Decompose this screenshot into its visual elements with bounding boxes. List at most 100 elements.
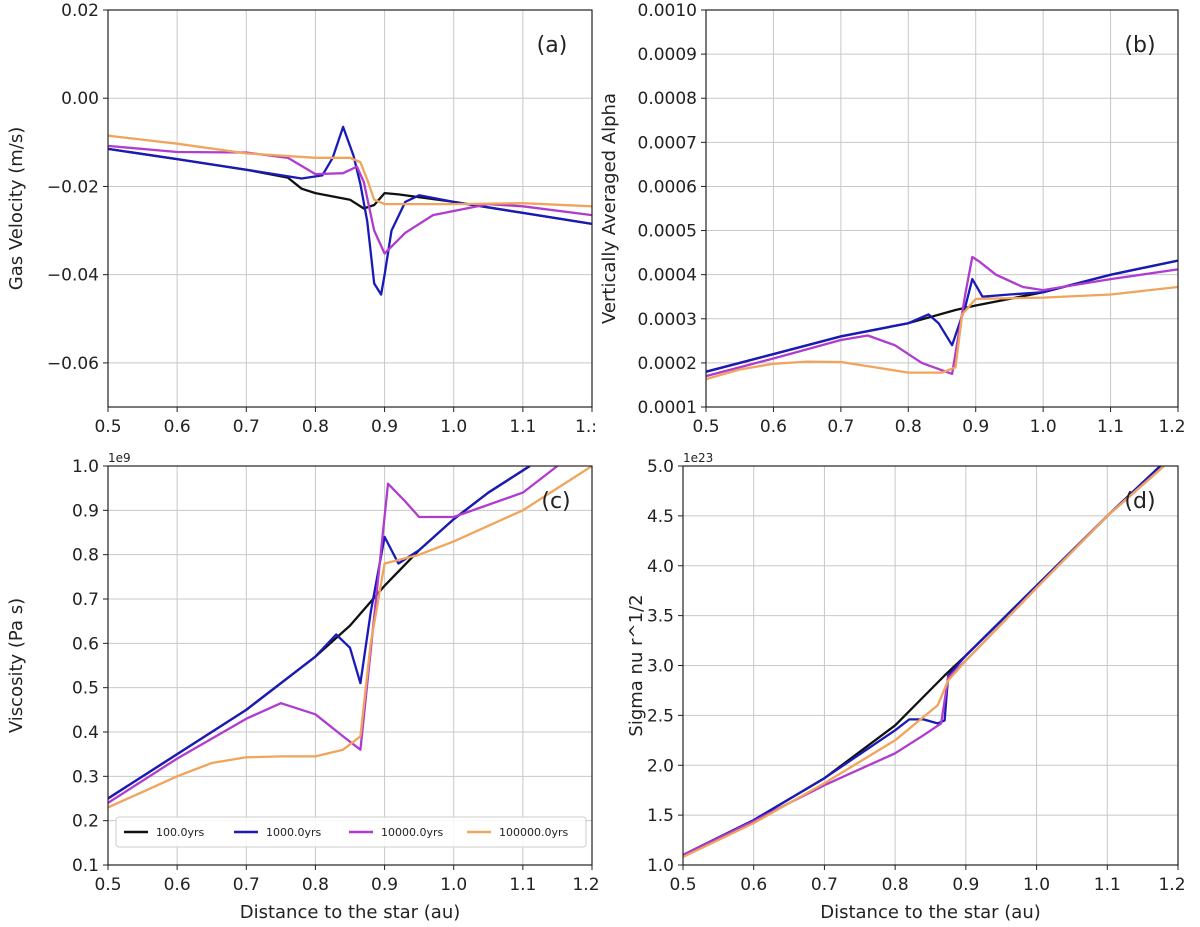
- y-tick-label: 3.0: [647, 657, 674, 677]
- x-tick-label: 0.6: [164, 417, 191, 437]
- series-line-100000-0yrs: [108, 134, 592, 208]
- x-tick-label: 1.0: [1030, 417, 1057, 437]
- x-tick-label: 1.:: [575, 417, 597, 437]
- y-tick-label: 0.8: [72, 546, 99, 566]
- x-tick-label: 0.9: [952, 875, 979, 895]
- y-axis-label: Vertically Averaged Alpha: [599, 93, 620, 324]
- panel-d: 0.5 0.6 0.7 0.8 0.9 1.0 1.1 1.2 1.0 1.5 2.0 2.5 3.0 3…: [626, 451, 1186, 923]
- y-tick-label: 0.0008: [638, 89, 697, 109]
- legend-item: 10000.0yrs: [349, 826, 444, 839]
- x-tick-label: 0.7: [811, 875, 838, 895]
- y-tick-label: 0.7: [72, 590, 99, 610]
- y-tick-label: 4.0: [647, 557, 674, 577]
- series-line-1000-0yrs: [706, 259, 1178, 373]
- y-tick-label: 0.5: [72, 679, 99, 699]
- panel-c: 0.5 0.6 0.7 0.8 0.9 1.0 1.1 1.2 0.1 0.2 0.3 0.4 0.5 0…: [6, 451, 600, 923]
- series-line-100-0yrs: [706, 259, 1178, 373]
- axis-multiplier: 1e9: [108, 451, 131, 465]
- axes-frame: [705, 9, 1179, 408]
- y-tick-label: 0.1: [72, 856, 99, 876]
- x-tick-label: 0.6: [740, 875, 767, 895]
- x-tick-label: 0.8: [882, 875, 909, 895]
- x-tick-label: 1.1: [509, 875, 536, 895]
- y-tick-label: 1.0: [72, 457, 99, 477]
- series-line-10000-0yrs: [683, 466, 1165, 857]
- x-tick-label: 0.7: [827, 417, 854, 437]
- axis-multiplier: 1e23: [683, 451, 713, 465]
- y-tick-label: 0.3: [72, 767, 99, 787]
- y-axis-label: Gas Velocity (m/s): [6, 127, 27, 290]
- panel-a: 0.5 0.6 0.7 0.8 0.9 1.0 1.1 1.: −0.06 −0.04 −0.02 0…: [6, 1, 597, 437]
- y-tick-label: 0.0003: [638, 310, 697, 330]
- series-line-100000-0yrs: [706, 285, 1178, 381]
- x-tick-label: 0.6: [164, 875, 191, 895]
- x-tick-label: 0.7: [233, 417, 260, 437]
- series-line-1000-0yrs: [683, 466, 1162, 857]
- x-axis-label: Distance to the star (au): [240, 902, 461, 923]
- y-tick-label: 1.5: [647, 806, 674, 826]
- x-tick-label: 0.9: [371, 875, 398, 895]
- x-tick-label: 0.5: [692, 417, 719, 437]
- x-tick-label: 1.1: [1097, 417, 1124, 437]
- legend-item: 100.0yrs: [124, 826, 205, 839]
- series-line-100-0yrs: [683, 466, 1162, 857]
- x-tick-label: 1.0: [1023, 875, 1050, 895]
- y-tick-label: 2.5: [647, 706, 674, 726]
- legend-label: 100.0yrs: [156, 826, 205, 839]
- series-line-1000-0yrs: [108, 466, 531, 800]
- x-tick-label: 0.8: [302, 875, 329, 895]
- y-axis-label: Sigma nu r^1/2: [626, 594, 647, 736]
- y-tick-label: 4.5: [647, 507, 674, 527]
- y-tick-label: −0.02: [47, 177, 99, 197]
- x-tick-label: 0.7: [233, 875, 260, 895]
- x-tick-label: 0.5: [669, 875, 696, 895]
- y-tick-label: 3.5: [647, 607, 674, 627]
- legend-label: 10000.0yrs: [381, 826, 444, 839]
- x-tick-label: 1.0: [440, 875, 467, 895]
- y-tick-label: 0.0002: [638, 354, 697, 374]
- x-axis-label: Distance to the star (au): [820, 902, 1041, 923]
- x-tick-label: 0.9: [962, 417, 989, 437]
- x-tick-label: 0.6: [760, 417, 787, 437]
- panel-tag: (c): [541, 489, 570, 514]
- y-tick-label: 0.0009: [638, 45, 697, 65]
- axes-frame: [107, 9, 593, 408]
- panel-tag: (a): [537, 33, 568, 58]
- y-tick-label: −0.06: [47, 354, 99, 374]
- x-tick-label: 1.2: [572, 875, 599, 895]
- y-tick-label: 0.0007: [638, 133, 697, 153]
- y-tick-label: 0.02: [61, 1, 99, 21]
- x-tick-label: 1.0: [440, 417, 467, 437]
- y-tick-label: 0.4: [72, 723, 99, 743]
- x-tick-label: 1.1: [1094, 875, 1121, 895]
- legend: 100.0yrs 1000.0yrs 10000.0yrs 100000.0yrs: [115, 816, 587, 848]
- series-line-10000-0yrs: [706, 255, 1178, 378]
- legend-label: 100000.0yrs: [499, 826, 569, 839]
- y-tick-label: 0.0001: [638, 398, 697, 418]
- legend-item: 100000.0yrs: [467, 826, 569, 839]
- panel-tag: (d): [1124, 489, 1155, 514]
- y-tick-label: 0.2: [72, 812, 99, 832]
- legend-item: 1000.0yrs: [234, 826, 322, 839]
- y-tick-label: 5.0: [647, 457, 674, 477]
- panel-b: 0.5 0.6 0.7 0.8 0.9 1.0 1.1 1.2 0.0001 0.0002 0.00…: [599, 1, 1186, 437]
- series-line-100-0yrs: [108, 466, 531, 800]
- y-tick-label: 0.6: [72, 634, 99, 654]
- legend-label: 1000.0yrs: [266, 826, 322, 839]
- y-tick-label: −0.04: [47, 266, 99, 286]
- x-tick-label: 0.5: [94, 417, 121, 437]
- y-tick-label: 0.9: [72, 501, 99, 521]
- panel-tag: (b): [1124, 33, 1155, 58]
- x-tick-label: 1.2: [1158, 875, 1185, 895]
- y-tick-label: 0.0010: [638, 1, 697, 21]
- y-tick-label: 0.0004: [638, 266, 697, 286]
- series-line-100000-0yrs: [108, 466, 592, 809]
- x-tick-label: 0.5: [94, 875, 121, 895]
- x-tick-label: 0.9: [371, 417, 398, 437]
- x-tick-label: 0.8: [302, 417, 329, 437]
- series-line-1000-0yrs: [108, 125, 592, 296]
- y-tick-label: 1.0: [647, 856, 674, 876]
- y-tick-label: 0.0005: [638, 222, 697, 242]
- y-tick-label: 2.0: [647, 756, 674, 776]
